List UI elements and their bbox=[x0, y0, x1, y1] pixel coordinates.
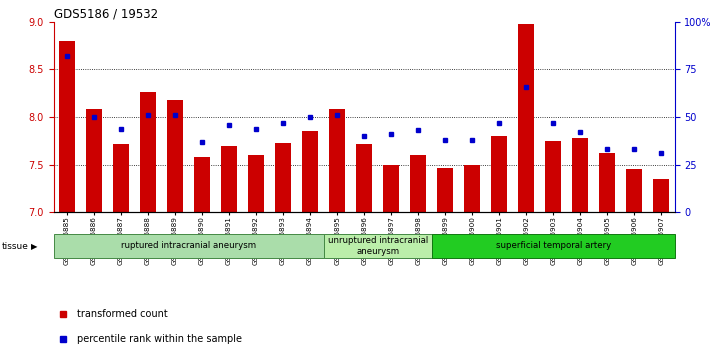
Bar bbox=[113, 144, 129, 212]
Bar bbox=[653, 179, 669, 212]
Bar bbox=[221, 146, 237, 212]
Bar bbox=[329, 110, 346, 212]
Bar bbox=[275, 143, 291, 212]
Text: tissue: tissue bbox=[1, 242, 29, 250]
Bar bbox=[356, 144, 372, 212]
Bar bbox=[437, 168, 453, 212]
Bar bbox=[54, 234, 323, 258]
Bar bbox=[167, 100, 183, 212]
Text: ruptured intracranial aneurysm: ruptured intracranial aneurysm bbox=[121, 241, 256, 250]
Bar bbox=[464, 165, 481, 212]
Bar bbox=[383, 165, 399, 212]
Bar bbox=[432, 234, 675, 258]
Bar bbox=[248, 155, 264, 212]
Text: unruptured intracranial
aneurysm: unruptured intracranial aneurysm bbox=[328, 236, 428, 256]
Bar bbox=[599, 153, 615, 212]
Bar bbox=[140, 92, 156, 212]
Text: GDS5186 / 19532: GDS5186 / 19532 bbox=[54, 8, 158, 21]
Text: percentile rank within the sample: percentile rank within the sample bbox=[77, 334, 243, 344]
Bar bbox=[323, 234, 432, 258]
Bar bbox=[545, 141, 561, 212]
Bar bbox=[626, 170, 643, 212]
Bar bbox=[194, 157, 210, 212]
Bar bbox=[572, 138, 588, 212]
Bar bbox=[491, 136, 507, 212]
Bar bbox=[59, 41, 75, 212]
Text: ▶: ▶ bbox=[31, 242, 38, 250]
Text: superficial temporal artery: superficial temporal artery bbox=[496, 241, 610, 250]
Bar bbox=[518, 24, 534, 212]
Bar bbox=[410, 155, 426, 212]
Text: transformed count: transformed count bbox=[77, 309, 169, 319]
Bar bbox=[302, 131, 318, 212]
Bar bbox=[86, 110, 102, 212]
